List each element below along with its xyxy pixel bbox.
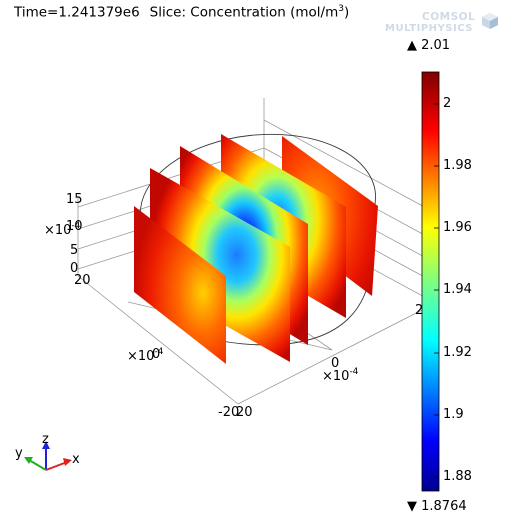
colorbar-tick: 1.98 (443, 158, 472, 173)
y-tick-20: 20 (74, 273, 91, 288)
plot-title: Time=1.241379e6 Slice: Concentration (mol… (14, 4, 349, 21)
slice-plane-1 (134, 206, 226, 364)
time-label: Time=1.241379e6 (14, 4, 140, 21)
logo-line-2: MULTIPHYSICS (385, 23, 473, 34)
colorbar-tick: 1.92 (443, 345, 472, 360)
triad-x-label: x (72, 452, 80, 467)
triad-y-label: y (15, 446, 23, 461)
triad-z-label: z (42, 432, 49, 447)
comsol-logo: COMSOL MULTIPHYSICS (382, 10, 500, 40)
colorbar-tick: 2 (443, 96, 452, 111)
triad-x-arrow-icon (63, 458, 72, 466)
colorbar-min-label: ▼ 1.8764 (407, 499, 467, 514)
colorbar-gradient (421, 71, 440, 492)
z-multiplier: ×10-4 (44, 221, 81, 238)
slice-plane-2 (150, 168, 290, 362)
triad-y-arrow-icon (24, 457, 33, 464)
z-tick-10: 10 (66, 219, 83, 234)
logo-line-1: COMSOL (422, 11, 476, 23)
x-tick-2: 2 (415, 303, 423, 318)
x-tick-20: 20 (236, 405, 253, 420)
colorbar-tick: 1.9 (443, 407, 464, 422)
colorbar-tick: 1.94 (443, 282, 472, 297)
slice-unit-exponent: 3 (338, 4, 344, 14)
y-axis-labels: 20 0 -20 ×10-4 (74, 273, 239, 420)
colorbar-tick: 1.88 (443, 469, 472, 484)
y-tick-neg20: -20 (218, 405, 239, 420)
triad-z-arrow-icon (42, 441, 50, 449)
z-tick-15: 15 (66, 192, 83, 207)
axis-triad: z x y (15, 432, 80, 471)
y-multiplier: ×10-4 (127, 347, 164, 364)
x-multiplier: ×10-4 (322, 367, 359, 384)
triad-x-axis (45, 461, 68, 471)
slice-label-end: ) (343, 4, 350, 21)
z-tick-0: 0 (70, 261, 78, 276)
colorbar-max-label: ▲ 2.01 (407, 38, 451, 53)
slice-planes (134, 134, 378, 364)
z-tick-5: 5 (70, 243, 78, 258)
z-axis-labels: 15 10 5 0 ×10-4 (44, 192, 83, 276)
y-tick-0: 0 (152, 347, 160, 362)
colorbar-tick: 1.96 (443, 220, 472, 235)
slice-label: Slice: Concentration (mol/m (149, 4, 339, 21)
triad-y-axis (28, 459, 47, 471)
x-tick-0: 0 (331, 356, 339, 371)
logo-cube-icon (482, 13, 498, 29)
colorbar (421, 71, 440, 492)
x-axis-labels: 2 0 20 ×10-4 (236, 303, 423, 420)
